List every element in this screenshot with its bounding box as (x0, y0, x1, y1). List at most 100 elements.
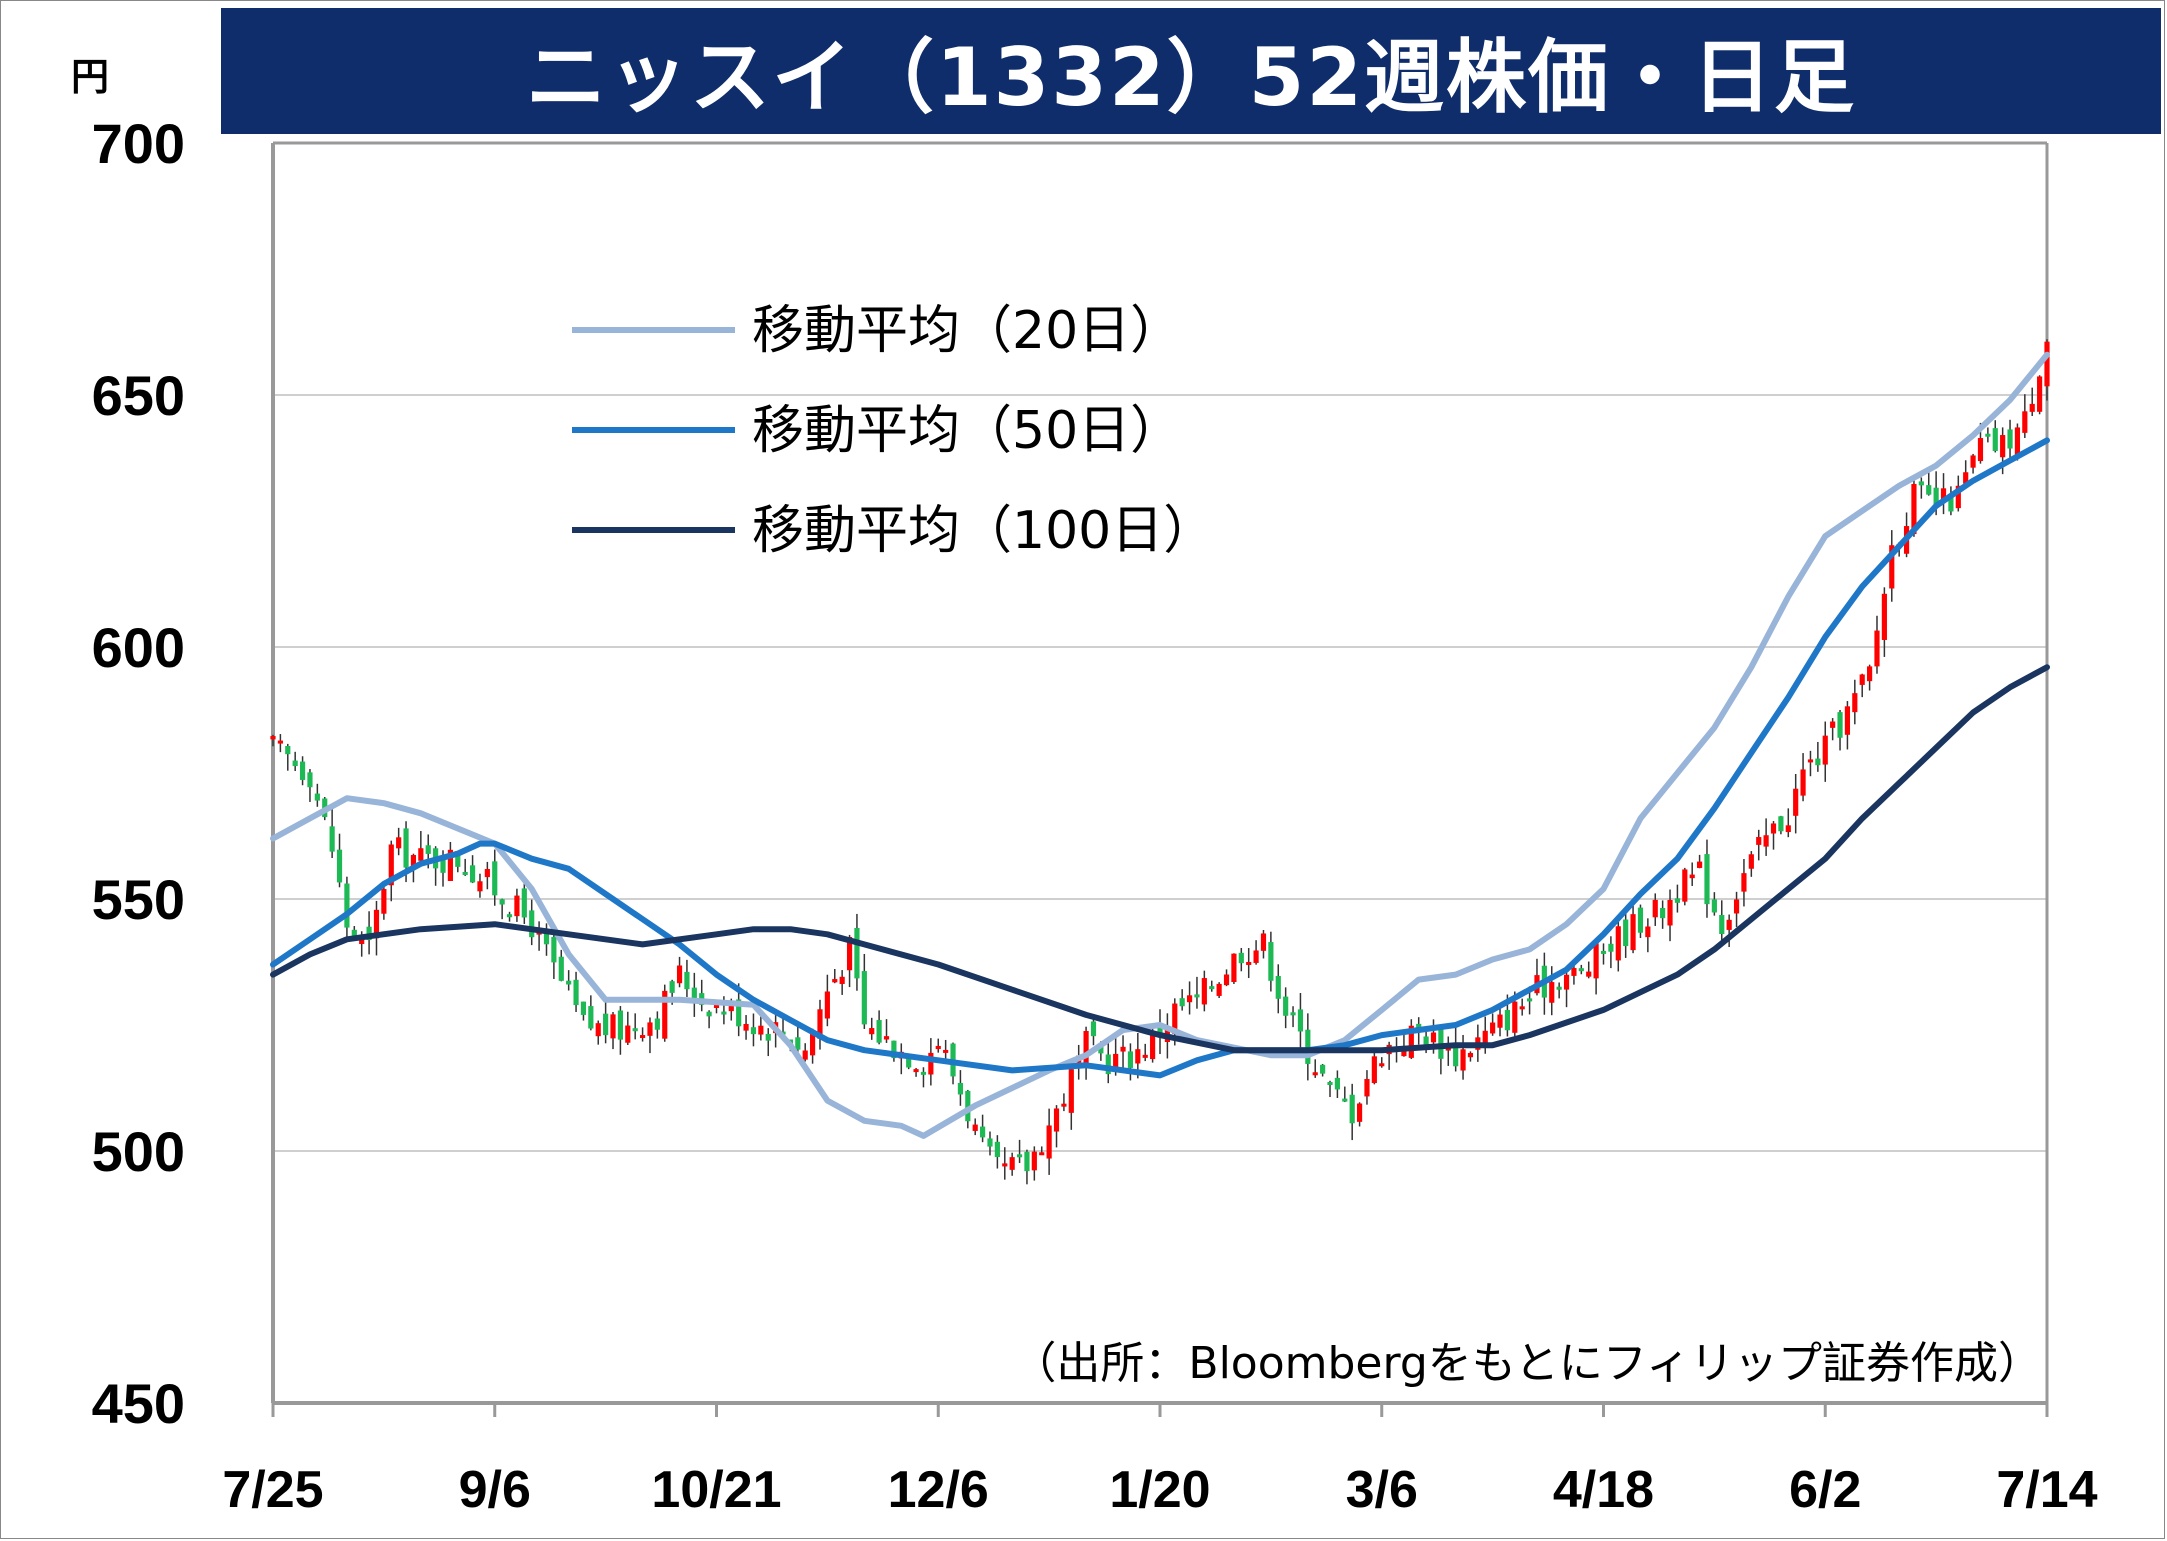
candle (1031, 1146, 1037, 1181)
candle (1660, 900, 1666, 929)
candle (1852, 679, 1858, 725)
candle (270, 734, 276, 747)
candle (1889, 530, 1895, 602)
candle (2029, 387, 2035, 417)
candle (802, 1043, 808, 1062)
candle (1948, 486, 1954, 516)
y-tick-label: 500 (92, 1120, 185, 1183)
candle (957, 1070, 964, 1106)
candle (1726, 914, 1732, 948)
candle (1807, 750, 1814, 777)
candle (632, 1013, 638, 1040)
candle (1053, 1105, 1060, 1148)
candle (396, 827, 402, 856)
candle (1009, 1152, 1015, 1176)
candle (285, 743, 291, 771)
candle (1881, 587, 1887, 657)
candle (817, 999, 823, 1050)
y-unit-label: 円 (71, 55, 109, 99)
candle (558, 949, 564, 982)
candle (1016, 1139, 1023, 1164)
candle (366, 911, 372, 955)
candle (1179, 989, 1185, 1011)
candle (883, 1019, 890, 1043)
candle (1970, 453, 1976, 474)
candle (1600, 943, 1607, 965)
candle (1312, 1059, 1318, 1078)
x-tick-label: 7/25 (222, 1461, 323, 1519)
candle (972, 1118, 978, 1136)
x-tick-label: 7/14 (1996, 1461, 2097, 1519)
y-tick-label: 600 (92, 616, 185, 679)
candle (617, 1006, 623, 1055)
candle (610, 1011, 616, 1050)
candle (329, 808, 335, 859)
x-tick-label: 12/6 (888, 1461, 989, 1519)
candle (1305, 1013, 1311, 1081)
candle (418, 831, 424, 863)
candle (861, 953, 867, 1029)
candle (1194, 976, 1200, 1009)
candle (1623, 908, 1629, 958)
candle (573, 971, 579, 1013)
candle (1985, 427, 1991, 443)
candle (920, 1067, 927, 1088)
candle (1231, 953, 1237, 984)
candle (1201, 970, 1207, 1012)
candle (1719, 900, 1725, 944)
candle (277, 734, 283, 753)
candle (1697, 854, 1703, 869)
candle (684, 959, 690, 997)
candle (891, 1040, 897, 1062)
candle (1342, 1086, 1348, 1103)
candle (1837, 709, 1843, 751)
candle (1453, 1026, 1459, 1072)
x-tick-label: 1/20 (1109, 1461, 1210, 1519)
x-tick-label: 6/2 (1789, 1461, 1861, 1519)
candle (706, 1010, 712, 1029)
candle (1327, 1080, 1333, 1097)
candle (580, 1001, 587, 1021)
candle (1519, 998, 1525, 1016)
candle (566, 970, 572, 991)
candle (314, 783, 320, 807)
legend-entry: 移動平均（20日） (572, 301, 1182, 361)
candle (980, 1114, 986, 1143)
candle (1460, 1034, 1466, 1080)
candle (2022, 394, 2028, 438)
candle (1334, 1070, 1340, 1098)
candle (381, 886, 387, 920)
candle (625, 1011, 631, 1046)
candle (1105, 1037, 1111, 1084)
candle (433, 846, 439, 886)
candle (1401, 1031, 1407, 1057)
candle (1364, 1070, 1370, 1105)
candle (1290, 1006, 1296, 1028)
candle (1320, 1064, 1326, 1077)
candle (1268, 931, 1274, 992)
candle (1652, 893, 1658, 926)
candle (1815, 741, 1821, 772)
candle (1711, 892, 1717, 916)
candle (743, 1015, 749, 1040)
candle (1223, 969, 1230, 987)
candle (1379, 1057, 1385, 1068)
candle (1785, 808, 1791, 838)
candle (854, 913, 860, 991)
candle (1682, 867, 1688, 906)
candle (373, 900, 380, 956)
candle (477, 873, 483, 898)
candle (1445, 1036, 1451, 1066)
candle (1940, 473, 1947, 515)
candle (913, 1067, 919, 1077)
candle (595, 1020, 601, 1045)
candle (676, 956, 683, 988)
candle (1127, 1043, 1134, 1081)
candle (2037, 375, 2043, 415)
candle (1918, 477, 1924, 499)
candle (1992, 420, 1998, 453)
ma-line-3 (270, 664, 2050, 1054)
candle (299, 756, 306, 786)
candle (1002, 1147, 1008, 1180)
candle (1209, 980, 1215, 992)
